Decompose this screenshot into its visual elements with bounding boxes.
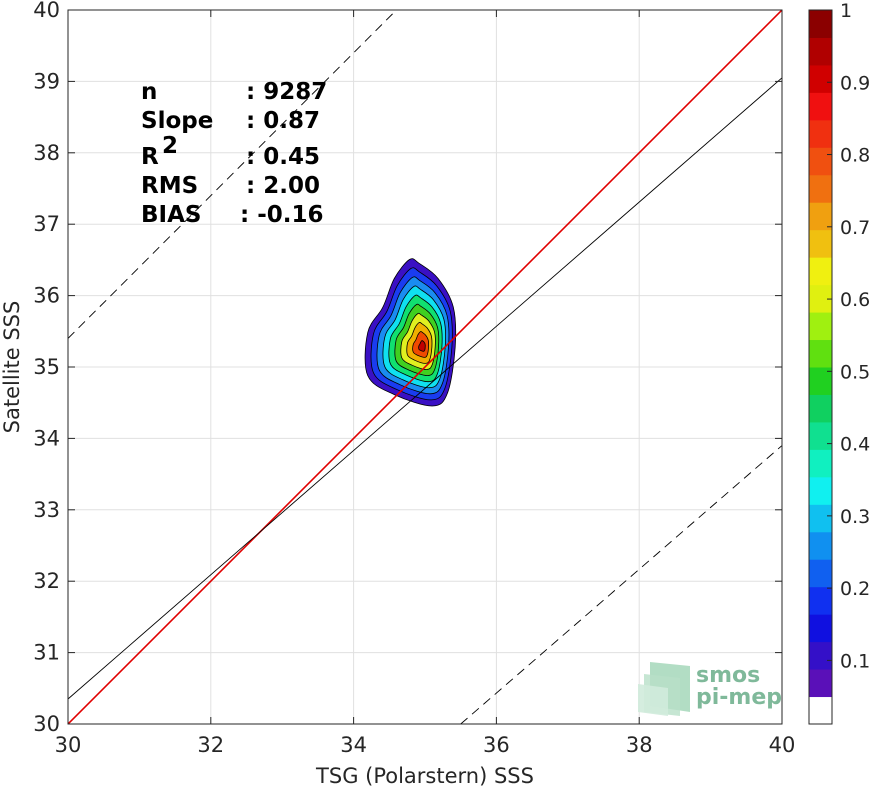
x-tick-label: 40: [769, 733, 796, 757]
colorbar-segment: [809, 641, 832, 670]
colorbar-segment: [809, 449, 832, 478]
y-tick-label: 34: [33, 426, 60, 450]
stat-name-superscript: 2: [162, 133, 178, 159]
colorbar-segment: [809, 614, 832, 643]
contour-level: [418, 340, 426, 352]
x-tick-label: 30: [55, 733, 82, 757]
colorbar-segment: [809, 64, 832, 93]
x-tick-label: 34: [340, 733, 367, 757]
y-tick-label: 36: [33, 284, 60, 308]
stat-value: : -0.16: [240, 202, 324, 228]
colorbar-segment: [809, 367, 832, 395]
colorbar-segment: [809, 119, 832, 148]
y-tick-label: 31: [33, 641, 60, 665]
colorbar-segment: [809, 669, 832, 698]
y-tick-label: 38: [33, 141, 60, 165]
x-axis-label: TSG (Polarstern) SSS: [315, 764, 534, 788]
colorbar-tick-label: 0.6: [840, 289, 870, 311]
stat-value: : 0.87: [246, 108, 320, 134]
regression-line: [68, 77, 782, 700]
colorbar-tick-label: 0.5: [840, 361, 870, 383]
colorbar-segment: [809, 202, 832, 231]
colorbar-segment: [809, 339, 832, 368]
y-tick-label: 37: [33, 212, 60, 236]
upper-bound-line: [68, 10, 397, 339]
colorbar-segment: [809, 476, 832, 505]
colorbar-segment: [809, 257, 832, 286]
colorbar-tick-label: 0.1: [840, 650, 870, 672]
colorbar-segment: [809, 37, 832, 66]
y-tick-label: 30: [33, 712, 60, 736]
colorbar-segment: [809, 394, 832, 423]
colorbar-segment: [809, 586, 832, 615]
colorbar-frame: [808, 9, 833, 725]
stat-name: n: [141, 79, 157, 105]
colorbar-tick-label: 0.4: [840, 434, 870, 456]
colorbar-segment: [809, 10, 832, 38]
stat-value: : 9287: [246, 79, 327, 105]
stat-name: R: [141, 144, 159, 170]
stat-value: : 2.00: [246, 173, 320, 199]
lower-bound-line: [460, 445, 782, 724]
y-tick-label: 39: [33, 69, 60, 93]
colorbar-tick-label: 0.8: [840, 145, 870, 167]
colorbar-segment: [809, 312, 832, 341]
y-tick-label: 33: [33, 498, 60, 522]
colorbar-tick-label: 1: [840, 0, 852, 22]
colorbar-segment: [809, 174, 832, 203]
colorbar-segment: [809, 229, 832, 258]
colorbar-segment: [809, 696, 832, 725]
y-axis-label: Satellite SSS: [0, 301, 24, 434]
logo-waves-icon: [638, 662, 690, 716]
colorbar-tick-label: 0.2: [840, 578, 870, 600]
colorbar-segment: [809, 531, 832, 560]
colorbar-segment: [809, 92, 832, 121]
y-tick-label: 35: [33, 355, 60, 379]
x-tick-label: 38: [626, 733, 653, 757]
colorbar-segment: [809, 504, 832, 533]
colorbar: 0.1 0.2 0.3 0.4 0.5 0.6 0.7 0.8 0.9 1: [808, 0, 870, 725]
y-tick-label: 40: [33, 0, 60, 22]
colorbar-segment: [809, 559, 832, 588]
colorbar-tick-label: 0.9: [840, 72, 870, 94]
colorbar-segment: [809, 421, 832, 450]
axis-ticks: 30 32 34 36 38 40 30 31 32 33 34 35 36 37 38 39 40: [33, 0, 795, 757]
colorbar-segment: [809, 147, 832, 176]
identity-line: [68, 10, 782, 724]
x-tick-label: 32: [197, 733, 224, 757]
stat-value: : 0.45: [246, 144, 320, 170]
logo-line2: pi-mep: [696, 685, 782, 710]
reference-lines: [68, 10, 782, 724]
smos-pimep-logo: smos pi-mep: [638, 662, 782, 716]
stat-name: Slope: [141, 108, 213, 134]
y-tick-label: 32: [33, 569, 60, 593]
logo-line1: smos: [696, 663, 760, 688]
colorbar-tick-label: 0.3: [840, 506, 870, 528]
colorbar-segment: [809, 284, 832, 313]
stat-name: RMS: [141, 173, 198, 199]
stat-name: BIAS: [141, 202, 201, 228]
x-tick-label: 36: [483, 733, 510, 757]
stats-box: n : 9287 Slope : 0.87 R 2 : 0.45 RMS : 2.00 BIAS:…: [141, 79, 327, 228]
colorbar-tick-label: 0.7: [840, 217, 870, 239]
density-contours: [364, 258, 457, 407]
